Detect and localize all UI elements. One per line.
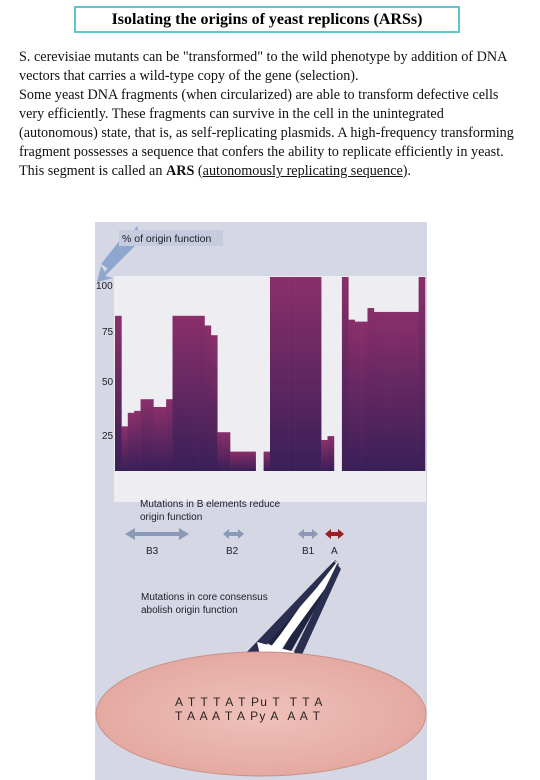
paren-close: ).	[402, 163, 412, 179]
b-elements-caption-line2: origin function	[140, 512, 202, 523]
bar	[153, 406, 161, 471]
y-tick-100: 100	[96, 281, 113, 292]
bar	[367, 308, 375, 471]
bar	[121, 426, 129, 471]
y-tick-75: 75	[102, 327, 114, 338]
bar	[301, 277, 309, 471]
bar	[354, 321, 362, 471]
bar	[146, 399, 154, 471]
bar	[282, 277, 290, 471]
bar	[204, 325, 212, 471]
bar	[289, 277, 296, 471]
a-double-arrow-icon	[325, 529, 344, 539]
b1-double-arrow-icon	[298, 529, 318, 539]
ars-definition: autonomously replicating sequence	[202, 163, 403, 179]
y-tick-50: 50	[102, 377, 114, 388]
sequence-bottom-strand: T A A A T A Py A A A T	[175, 709, 321, 723]
bar	[361, 321, 368, 471]
page-title: Isolating the origins of yeast replicons…	[74, 6, 460, 33]
bar	[166, 399, 173, 471]
b3-double-arrow-icon	[125, 528, 189, 540]
bar	[412, 311, 419, 471]
body-text: S. cerevisiae mutants can be "transforme…	[19, 48, 523, 181]
y-axis-ticks: 100 75 50 25	[96, 281, 114, 442]
y-tick-25: 25	[102, 431, 114, 442]
element-label-b1: B1	[302, 546, 315, 557]
core-caption-line2: abolish origin function	[141, 605, 238, 616]
bar	[242, 451, 250, 471]
bar	[236, 451, 244, 471]
bar	[380, 311, 387, 471]
bar	[210, 335, 218, 471]
consensus-oval	[95, 651, 427, 777]
bar	[314, 277, 322, 471]
paragraph-1: S. cerevisiae mutants can be "transforme…	[19, 49, 507, 84]
bar	[295, 277, 303, 471]
bar	[230, 451, 237, 471]
bar-series	[115, 277, 426, 471]
element-label-b2: B2	[226, 546, 239, 557]
ars-origin-figure: % of origin function 100 75 50 25 Mutati…	[95, 222, 427, 780]
bar	[263, 451, 271, 471]
bar	[399, 311, 407, 471]
bar	[373, 311, 381, 471]
bar	[191, 315, 199, 471]
bar	[327, 436, 335, 471]
bar	[386, 311, 394, 471]
b2-double-arrow-icon	[223, 529, 244, 539]
bar	[172, 315, 180, 471]
bar	[341, 277, 349, 471]
bar	[276, 277, 284, 471]
element-label-b3: B3	[146, 546, 159, 557]
core-caption-line1: Mutations in core consensus	[141, 592, 268, 603]
bar	[140, 399, 148, 471]
ars-term: ARS	[165, 163, 195, 179]
paragraph-2: Some yeast DNA fragments (when circulari…	[19, 86, 523, 181]
page-title-text: Isolating the origins of yeast replicons…	[111, 10, 423, 28]
paragraph-2-text: Some yeast DNA fragments (when circulari…	[19, 87, 514, 179]
bar	[198, 315, 205, 471]
bar	[393, 311, 400, 471]
bar	[270, 277, 277, 471]
bar	[217, 432, 224, 471]
bar	[308, 277, 316, 471]
bar	[134, 410, 141, 471]
bar	[249, 451, 256, 471]
bar	[405, 311, 413, 471]
bar	[223, 432, 231, 471]
bar	[348, 319, 355, 471]
bar	[127, 412, 135, 471]
y-axis-title-bg	[119, 230, 223, 246]
paren-open: (	[194, 163, 203, 179]
bar	[115, 315, 122, 471]
bar	[159, 406, 167, 471]
element-label-a: A	[331, 546, 338, 557]
bar	[178, 315, 186, 471]
bar	[418, 277, 426, 471]
sequence-top-strand: A T T T A T Pu T T T A	[175, 695, 324, 709]
b-elements-caption-line1: Mutations in B elements reduce	[140, 499, 281, 510]
figure-svg: % of origin function 100 75 50 25 Mutati…	[95, 226, 427, 777]
y-axis-title: % of origin function	[122, 233, 211, 245]
bar	[185, 315, 192, 471]
bar	[321, 439, 328, 471]
